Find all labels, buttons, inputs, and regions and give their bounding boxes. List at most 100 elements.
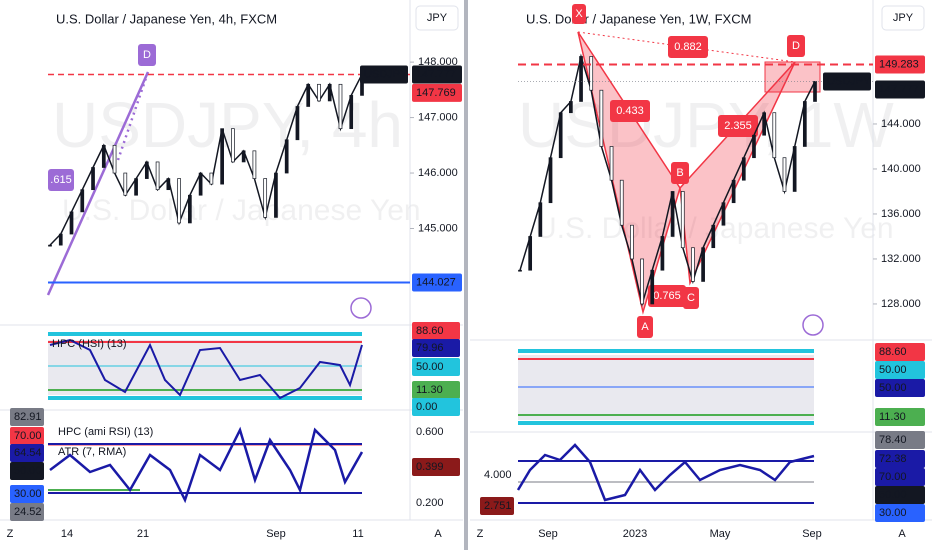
candle (569, 101, 573, 114)
candle (813, 81, 817, 102)
price-tag (875, 361, 925, 379)
time-label: 11 (352, 528, 363, 540)
indicator-name: HPC (ami RSI) (13) (58, 426, 153, 438)
price-tag-label: USDJPY (827, 75, 871, 87)
ratio-label: 0.765 (653, 290, 681, 302)
candle (599, 89, 604, 147)
price-tag-label: 144.027 (416, 276, 456, 288)
price-tag-label: 147.777 (879, 83, 919, 95)
candle (252, 150, 257, 179)
price-tag (412, 83, 462, 102)
y-tick-label: 140.000 (881, 163, 921, 175)
candle (630, 224, 634, 260)
candle (263, 178, 268, 218)
ratio-label: 0.433 (616, 105, 644, 117)
y-tick-label: 128.000 (881, 298, 921, 310)
ratio-box (48, 169, 74, 191)
price-tag-label: 0.00 (416, 401, 437, 413)
currency-button[interactable] (415, 5, 459, 31)
price-tag-label: 24.52 (14, 506, 42, 518)
osc-curve (49, 426, 364, 504)
time-label: 14 (61, 528, 73, 540)
corner-button[interactable]: A (898, 528, 906, 540)
price-tag-label: 50.00 (14, 465, 42, 477)
candle (762, 112, 766, 136)
candle (802, 101, 807, 147)
y-tick-label: 147.000 (418, 111, 458, 123)
candle (123, 172, 128, 196)
alert-icon[interactable] (802, 314, 824, 336)
candle (538, 202, 543, 237)
osc-scale-label: 4.000 (484, 469, 512, 481)
candle (650, 269, 655, 305)
price-tag (412, 273, 462, 292)
ratio-label: 0.882 (674, 41, 702, 53)
candle (112, 144, 117, 174)
candle (640, 258, 644, 305)
right-pane: USDJPY, 1W U.S. Dollar / Japanese Yen U.… (470, 0, 932, 540)
price-tag-label: 0.600 (416, 426, 444, 438)
price-tag (823, 72, 871, 91)
price-tag-label: 2.751 (484, 500, 512, 512)
y-tick-label: 144.000 (881, 118, 921, 130)
time-label: 2023 (623, 528, 647, 540)
price-tag-label: 11.30 (879, 411, 906, 423)
title: U.S. Dollar / Japanese Yen, 1W, FXCM (526, 11, 751, 26)
candle (80, 189, 85, 213)
candle (166, 178, 171, 191)
price-tag-label: 70.00 (14, 430, 42, 442)
candle (188, 194, 192, 224)
candle (284, 139, 289, 174)
price-tag (412, 381, 460, 399)
candle (177, 178, 181, 224)
price-tag-label: 50.00 (416, 361, 444, 373)
pattern-point (138, 44, 156, 66)
price-tag (875, 486, 925, 504)
price-tag-label: 78.40 (879, 434, 907, 446)
pattern-point (572, 4, 586, 24)
candle (619, 179, 624, 226)
ratio-box (718, 115, 758, 137)
price-tag-label: 11.30 (416, 384, 443, 396)
ratio-box (648, 285, 686, 307)
alert-icon[interactable] (350, 297, 372, 319)
price-tag-label: 88.60 (879, 346, 907, 358)
corner-button[interactable]: Z (7, 528, 14, 540)
indicator-name: HPC (HSI) (13) (52, 338, 127, 350)
candle (198, 172, 203, 196)
candle (772, 112, 777, 159)
time-label: Sep (802, 528, 822, 540)
time-label: May (710, 528, 731, 540)
candle (579, 56, 583, 102)
time-label: Sep (266, 528, 286, 540)
candle (155, 161, 160, 191)
price-tag-label: 50.00 (879, 364, 907, 376)
candle (306, 83, 311, 107)
price-tag (875, 379, 925, 397)
price-tag (412, 339, 460, 357)
corner-button[interactable]: Z (477, 528, 484, 540)
currency-button[interactable] (881, 5, 925, 31)
ratio-box (668, 36, 708, 58)
pattern-leg (46, 71, 150, 296)
candle (792, 146, 797, 192)
candle (134, 178, 138, 196)
left-pane: USDJPY, 4h U.S. Dollar / Japanese Yen U.… (0, 0, 463, 540)
price-tag (412, 494, 460, 512)
price-tag-label: 64.54 (14, 447, 42, 459)
candle (691, 247, 695, 282)
price-tag (875, 431, 925, 449)
watermark: USDJPY, 4h (52, 89, 403, 161)
candle (101, 144, 106, 168)
price-tag-label: 30.00 (14, 488, 42, 500)
price-tag (412, 398, 460, 416)
price-tag (875, 468, 925, 486)
corner-button[interactable]: A (434, 528, 442, 540)
pattern-label: D (143, 49, 151, 61)
candle (48, 244, 52, 247)
price-tag-label: 149.283 (879, 58, 919, 70)
indicator-name: ATR (7, RMA) (58, 446, 126, 458)
candle (660, 236, 665, 271)
price-tag-label: 50.00 (879, 382, 907, 394)
